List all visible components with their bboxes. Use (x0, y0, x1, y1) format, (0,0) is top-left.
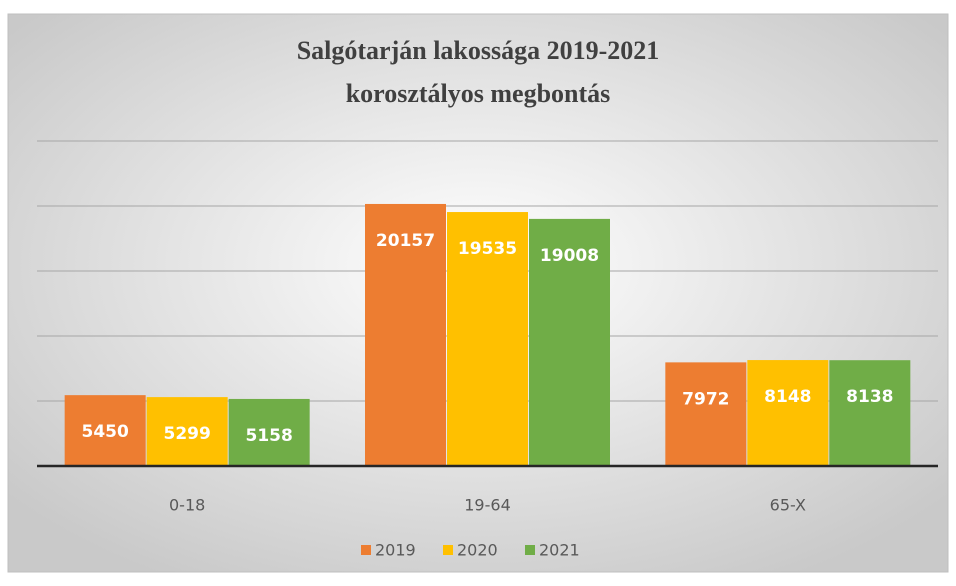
x-tick-label: 19-64 (464, 496, 511, 515)
data-label: 5450 (82, 422, 129, 442)
data-label: 19535 (458, 239, 517, 259)
data-label: 20157 (376, 231, 435, 251)
bar (829, 360, 911, 466)
legend-label: 2020 (457, 541, 498, 560)
legend-label: 2019 (375, 541, 416, 560)
bar (146, 397, 228, 466)
bar (365, 203, 446, 467)
legend-swatch (361, 545, 371, 555)
bar (447, 212, 528, 466)
bar (529, 218, 610, 466)
data-label: 7972 (682, 389, 729, 409)
x-tick-label: 65-X (770, 496, 806, 515)
bar (747, 360, 829, 466)
bar (228, 398, 310, 466)
bar (64, 395, 146, 466)
bar (665, 362, 747, 466)
data-label: 8138 (846, 387, 893, 407)
legend-swatch (443, 545, 453, 555)
legend-label: 2021 (539, 541, 580, 560)
chart-subtitle: korosztályos megbontás (346, 79, 611, 108)
data-label: 8148 (764, 387, 811, 407)
data-label: 5299 (164, 424, 211, 444)
x-tick-label: 0-18 (169, 496, 205, 515)
data-label: 5158 (246, 426, 293, 446)
data-label: 19008 (540, 246, 599, 266)
legend-swatch (525, 545, 535, 555)
chart-title: Salgótarján lakossága 2019-2021 (297, 36, 660, 65)
